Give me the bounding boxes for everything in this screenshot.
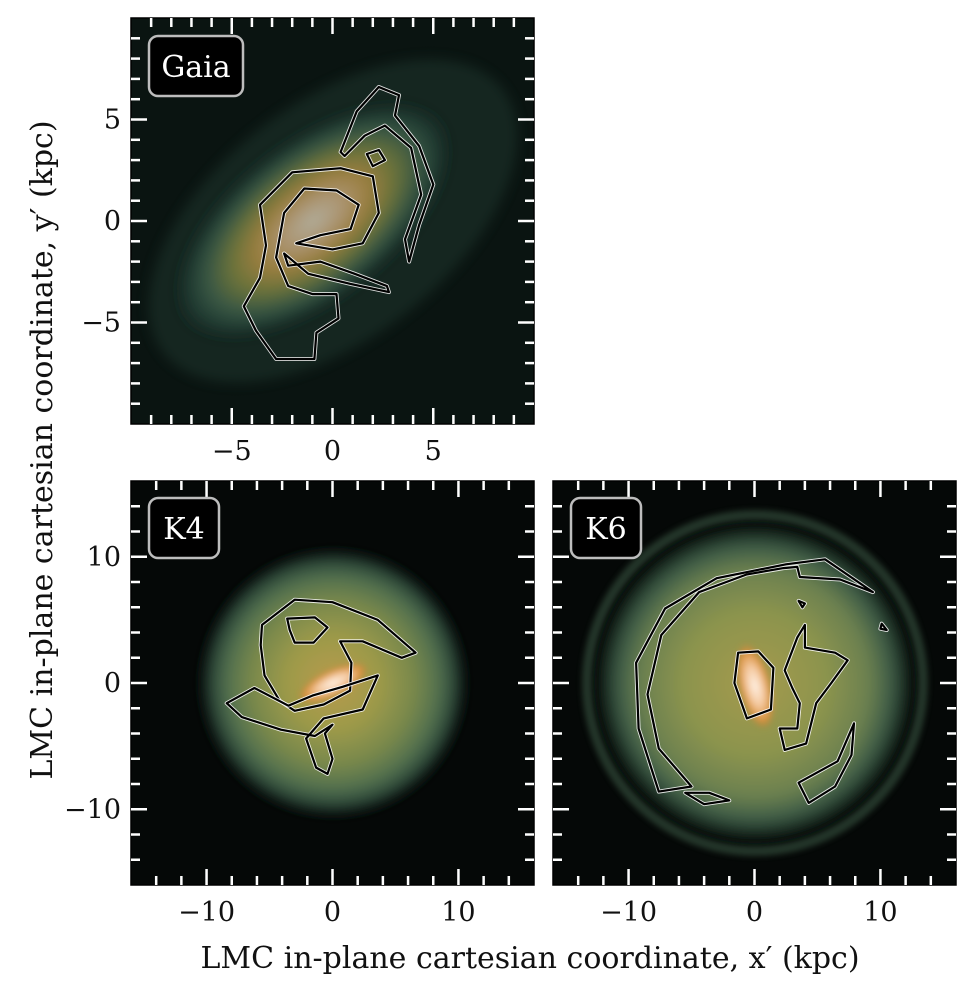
k6-contour-3 [797, 722, 856, 804]
gaia-contour-0 [242, 167, 380, 361]
gaia-contour-3 [365, 148, 386, 168]
k6-tag-text: K6 [585, 512, 627, 547]
k6-panel-tag: K6 [569, 496, 643, 560]
gaia-contours [241, 85, 436, 361]
k6-outer-ring [582, 510, 928, 856]
gaia-ticks [131, 18, 534, 424]
gaia-panel-tag: Gaia [147, 34, 245, 98]
k4-xtick-label: 0 [324, 897, 341, 928]
k4-ytick-label: −10 [64, 794, 121, 825]
k4-contours [224, 597, 418, 776]
k6-xtick-label: −10 [600, 897, 657, 928]
k4-ytick-label: 10 [87, 542, 121, 573]
k6-bar [735, 643, 775, 729]
k6-xtick-label: 10 [863, 897, 897, 928]
k6-xtick-label: 0 [746, 897, 763, 928]
panel-k4: K4 [130, 480, 535, 886]
y-axis-label: LMC in-plane cartesian coordinate, y′ (k… [25, 120, 60, 779]
k4-ytick-label: 0 [104, 668, 121, 699]
gaia-xtick-label: 0 [324, 436, 341, 467]
x-axis-label: LMC in-plane cartesian coordinate, x′ (k… [200, 941, 859, 976]
k6-contour-6 [797, 599, 806, 609]
k6-contour-4 [684, 791, 731, 806]
gaia-tag-text: Gaia [161, 50, 230, 85]
tick-labels: −5 0 5 −5 0 5 −10 0 10 −10 0 10 −10 0 10 [64, 105, 898, 929]
gaia-contour-2 [339, 85, 435, 263]
k6-ticks [553, 481, 956, 885]
k4-contour-1 [286, 616, 329, 644]
k4-panel-tag: K4 [147, 496, 221, 560]
gaia-ytick-label: −5 [81, 308, 121, 339]
panel-k6: K6 [552, 480, 957, 886]
k4-ticks [131, 481, 534, 885]
k4-xtick-label: 10 [441, 897, 475, 928]
k4-xtick-label: −10 [178, 897, 235, 928]
k4-contour-0 [259, 598, 417, 712]
gaia-xtick-label: −5 [212, 436, 252, 467]
panel-gaia: Gaia [130, 17, 535, 425]
gaia-outer-halo [148, 59, 518, 383]
gaia-ytick-label: 0 [104, 206, 121, 237]
gaia-contour-1 [283, 252, 390, 294]
gaia-ytick-label: 5 [104, 105, 121, 136]
k6-contour-2 [778, 623, 849, 751]
k4-tag-text: K4 [163, 512, 205, 547]
k4-contour-2 [225, 674, 379, 775]
k6-contour-0 [635, 558, 874, 793]
gaia-xtick-label: 5 [425, 436, 442, 467]
k6-contour-1 [733, 650, 775, 720]
k6-contour-5 [879, 622, 888, 632]
k6-contours [634, 557, 889, 807]
